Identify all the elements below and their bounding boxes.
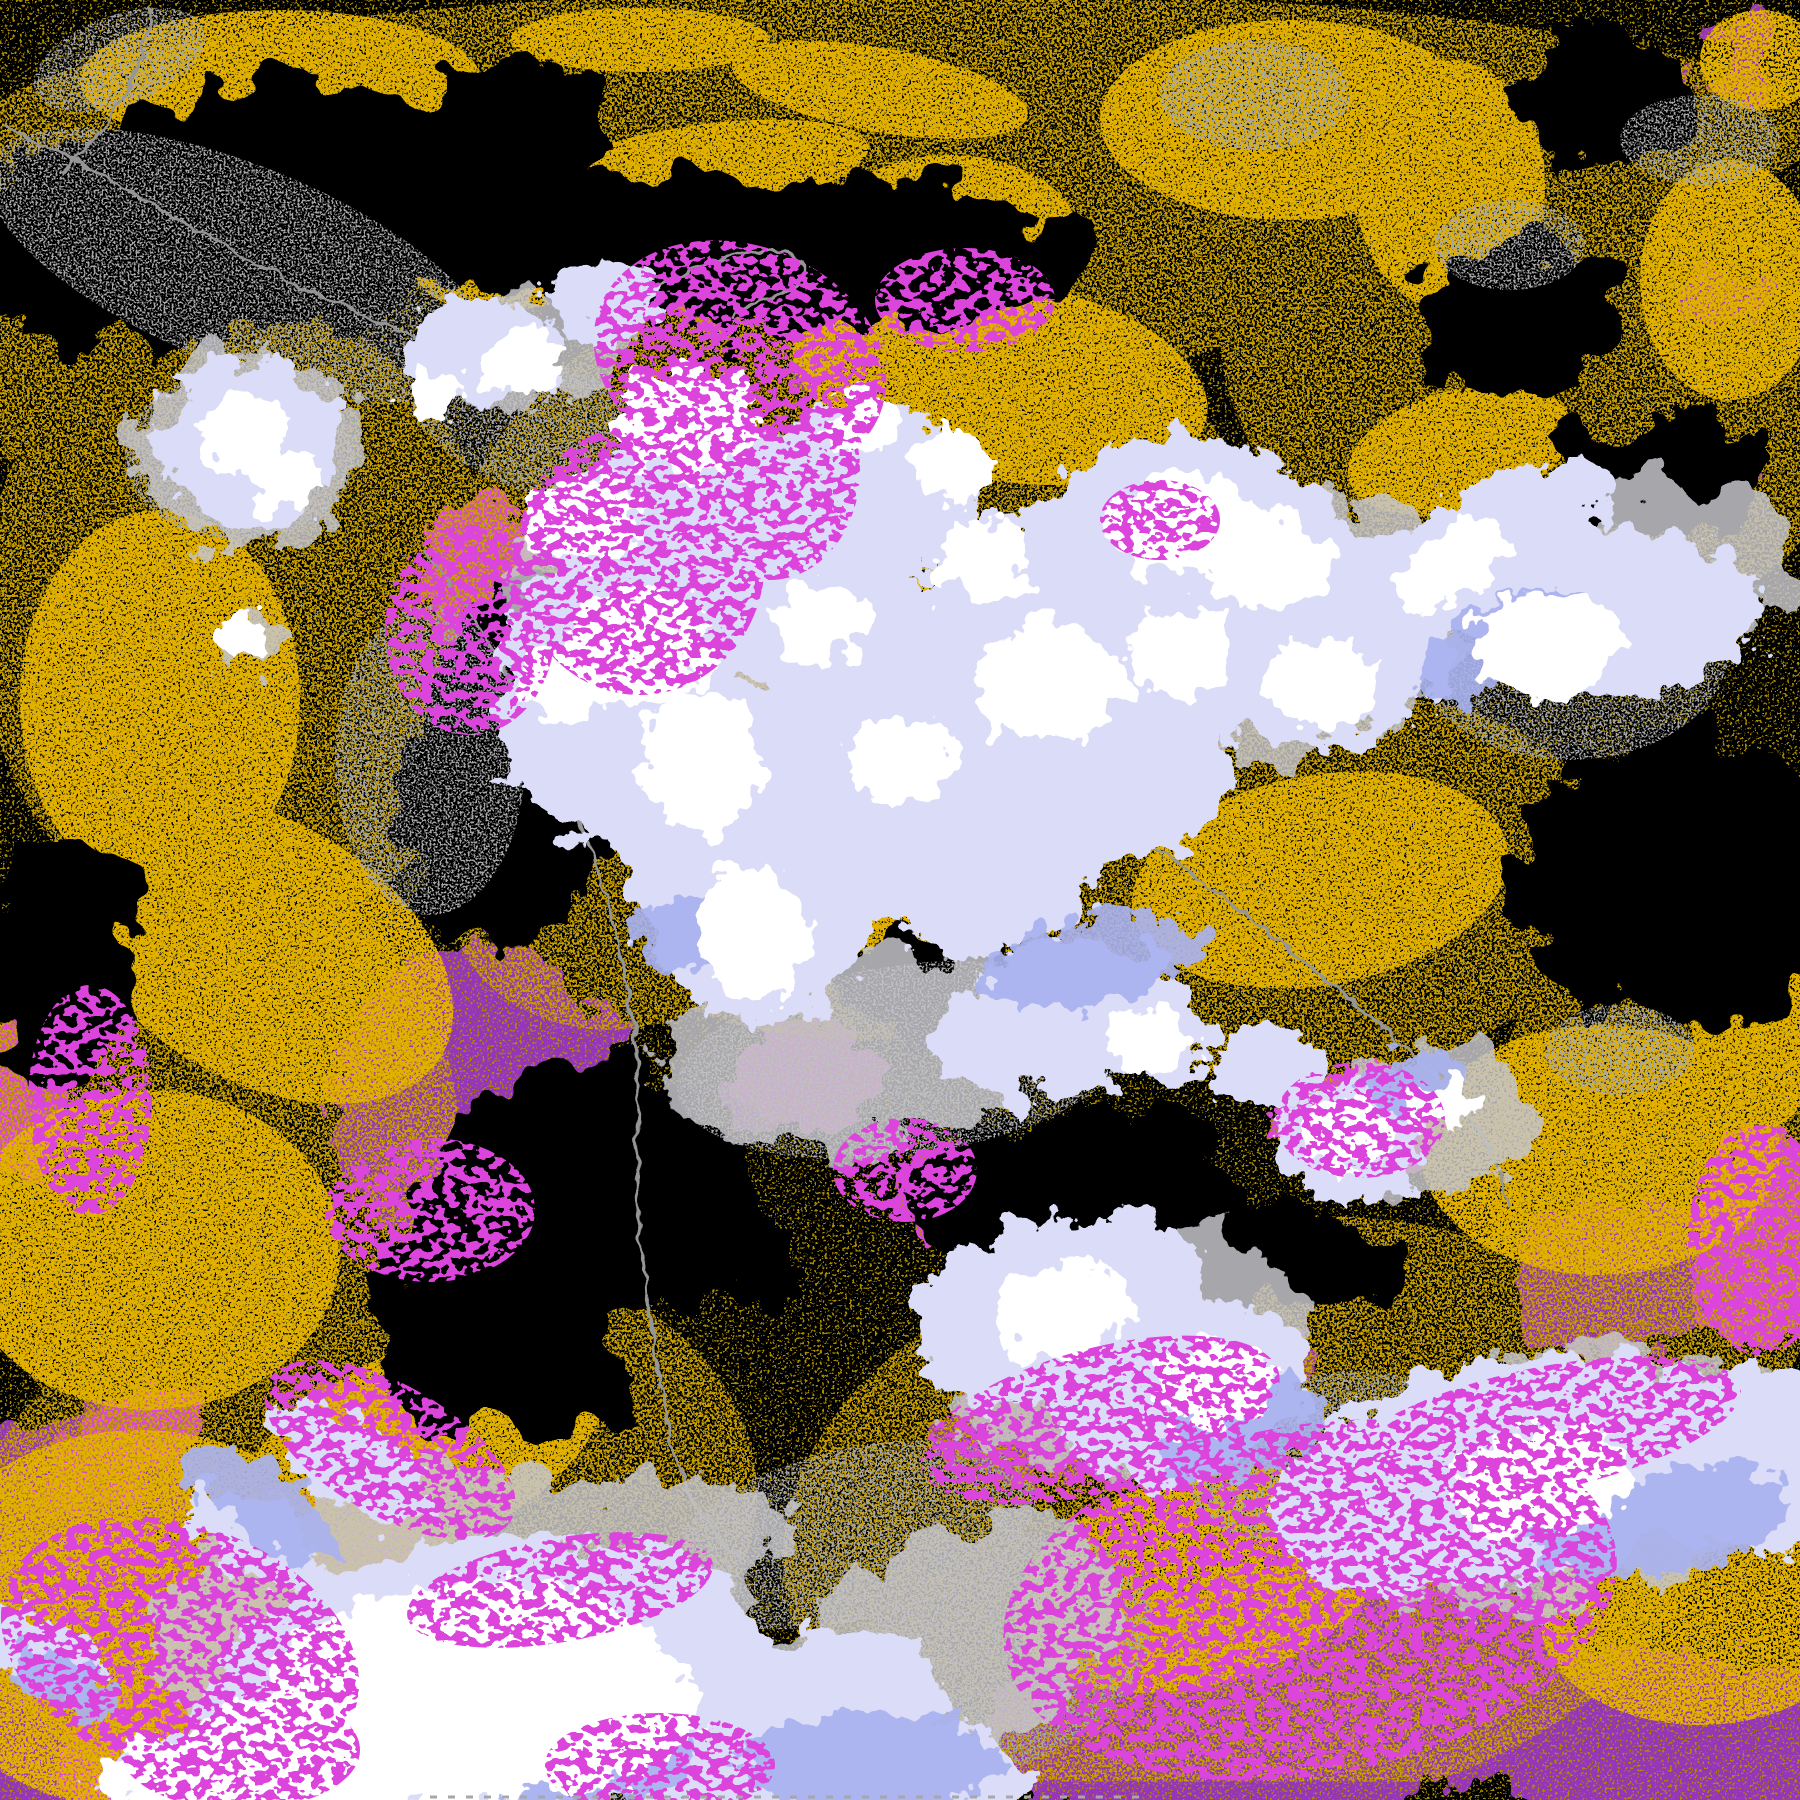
clear-sky-blob (425, 63, 615, 187)
cloud-core-blob (216, 619, 268, 655)
magenta-mottle-blob (385, 525, 555, 735)
magenta-mottle-blob (875, 248, 1055, 352)
gold-dense-blob (510, 8, 770, 72)
cloud-core-blob (910, 426, 994, 498)
gray-fringe-blob (1620, 95, 1780, 185)
cloud-core-blob (850, 716, 954, 808)
cloud-core-blob (640, 690, 764, 834)
magenta-mottle-blob (680, 360, 860, 580)
magenta-mottle-blob (325, 1138, 535, 1282)
cloud-core-blob (480, 332, 564, 392)
cloud-core-blob (246, 452, 318, 512)
cloud-core-blob (1110, 1012, 1194, 1072)
cloud-core-blob (1266, 636, 1378, 728)
satellite-image (0, 0, 1800, 1800)
cloud-core-blob (1470, 590, 1620, 700)
gray-fringe-blob (1545, 1005, 1695, 1095)
gray-fringe-blob (1435, 200, 1585, 290)
gray-fringe-blob (1160, 40, 1350, 150)
satellite-image-canvas (0, 0, 1800, 1800)
cloud-core-blob (776, 580, 868, 664)
magenta-mottle-blob (1100, 480, 1220, 560)
cloud-core-blob (402, 370, 462, 414)
cloud-core-blob (976, 620, 1128, 744)
magenta-mottle-blob (1275, 1062, 1445, 1178)
cloud-core-blob (936, 520, 1028, 604)
cloud-core-blob (696, 866, 808, 998)
cloud-core-blob (1130, 606, 1234, 698)
magenta-mottle-blob (833, 1118, 977, 1222)
cloud-core-blob (1210, 516, 1334, 608)
magenta-mottle-blob (28, 985, 152, 1215)
